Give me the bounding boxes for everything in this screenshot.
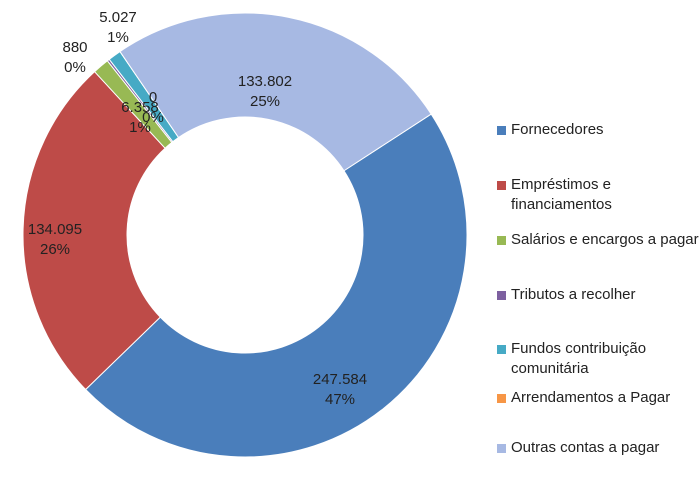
legend-swatch [497, 444, 506, 453]
value-label: 5.027 [99, 9, 137, 26]
value-label: 880 [62, 39, 87, 56]
legend-swatch [497, 126, 506, 135]
value-label: 6.358 [121, 99, 159, 116]
legend-label: Tributos a recolher [511, 286, 636, 303]
percent-label: 47% [325, 391, 355, 408]
legend-swatch [497, 181, 506, 190]
legend-item: Salários e encargos a pagar [497, 230, 699, 250]
value-label: 134.095 [28, 221, 82, 238]
legend-swatch [497, 345, 506, 354]
value-label: 0 [149, 89, 157, 106]
legend-item: Empréstimos e financiamentos [497, 175, 699, 215]
percent-label: 1% [107, 29, 129, 46]
donut-slice [22, 70, 166, 391]
percent-label: 0% [142, 109, 164, 126]
legend-item: Fornecedores [497, 120, 699, 140]
donut-slice [84, 113, 468, 458]
legend-item: Outras contas a pagar [497, 438, 699, 458]
legend-label: Salários e encargos a pagar [511, 231, 699, 248]
legend-item: Fundos contribuição comunitária [497, 339, 699, 379]
legend-label: Arrendamentos a Pagar [511, 389, 671, 406]
legend-label: Outras contas a pagar [511, 439, 660, 456]
legend-item: Tributos a recolher [497, 285, 699, 305]
percent-label: 25% [250, 93, 280, 110]
percent-label: 1% [129, 119, 151, 136]
legend-swatch [497, 291, 506, 300]
legend-label: Fornecedores [511, 121, 604, 138]
legend-label: Fundos contribuição comunitária [511, 340, 647, 377]
legend-item: Arrendamentos a Pagar [497, 388, 699, 408]
value-label: 247.584 [313, 371, 367, 388]
value-label: 133.802 [238, 73, 292, 90]
percent-label: 26% [40, 241, 70, 258]
legend-swatch [497, 236, 506, 245]
percent-label: 0% [64, 59, 86, 76]
legend-swatch [497, 394, 506, 403]
legend-label: Empréstimos e financiamentos [511, 176, 612, 213]
donut-slice [119, 12, 432, 172]
